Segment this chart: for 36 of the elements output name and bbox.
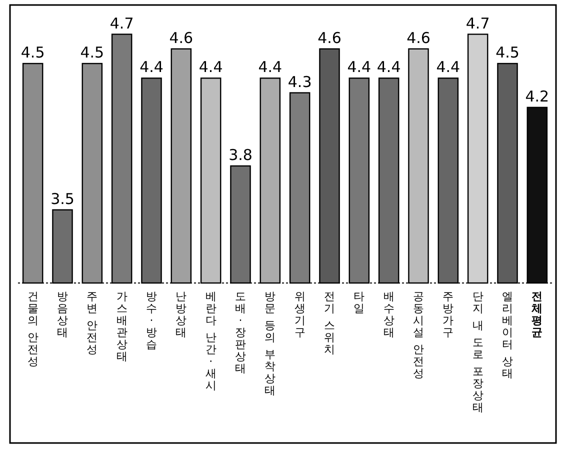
- x-tick-label: 도배·장판상태: [235, 290, 246, 375]
- x-tick-label: 엘리베이터 상태: [502, 290, 513, 380]
- x-tick-label: 가스배관상태: [116, 290, 128, 363]
- data-label: 4.5: [80, 44, 104, 62]
- x-tick-label: 위생기구: [294, 290, 306, 339]
- data-label: 4.4: [198, 58, 223, 76]
- data-label: 3.8: [228, 146, 252, 164]
- data-label: 4.5: [20, 44, 45, 62]
- x-tick-label: 전기 스위치: [324, 290, 335, 356]
- x-tick-label: 주변 안전성: [86, 290, 98, 356]
- x-tick-label: 방음상태: [57, 290, 68, 339]
- x-tick-label: 주방가구: [442, 290, 454, 339]
- x-tick-label: 공동시설 안전성: [413, 290, 424, 380]
- data-label: 4.4: [376, 58, 401, 76]
- data-label: 4.4: [436, 58, 460, 76]
- data-label: 4.2: [525, 87, 550, 106]
- data-label: 4.4: [347, 58, 372, 76]
- data-label: 4.6: [318, 28, 342, 47]
- data-label: 4.6: [169, 28, 194, 47]
- category-label: 단지 내 도로 포장상태: [472, 290, 484, 414]
- data-label: 4.3: [288, 72, 312, 91]
- x-tick-label: 전체평균: [530, 290, 543, 339]
- x-tick-label: 방문 등의 부착상태: [264, 290, 276, 397]
- x-tick-label: 건물의 안전성: [27, 290, 38, 368]
- data-label: 4.5: [496, 44, 520, 62]
- data-label: 4.4: [258, 58, 282, 76]
- data-label: 4.7: [110, 14, 134, 32]
- data-label: 4.7: [466, 14, 490, 32]
- data-label: 3.5: [50, 190, 74, 208]
- x-tick-label: 방수·방습: [146, 290, 157, 351]
- x-tick-label: 난방상태: [176, 290, 187, 339]
- x-tick-label: 배수상태: [383, 290, 394, 339]
- x-tick-label: 베란다 난간·새시: [205, 290, 216, 392]
- x-tick-label: 타일: [354, 290, 365, 315]
- data-label: 4.6: [406, 28, 430, 47]
- data-label: 4.4: [140, 58, 164, 76]
